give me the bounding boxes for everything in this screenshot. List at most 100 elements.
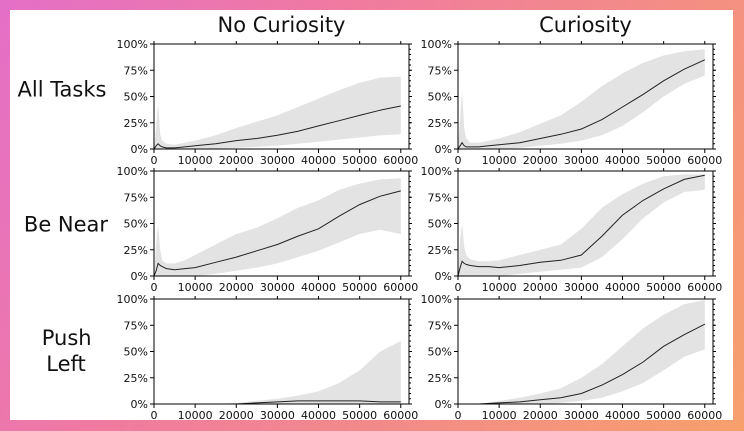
x-tick-label: 60000 — [383, 154, 418, 167]
x-tick-label: 20000 — [219, 409, 254, 420]
y-tick-label: 25% — [428, 117, 452, 130]
x-tick-label: 40000 — [605, 409, 640, 420]
y-tick-label: 100% — [421, 38, 452, 51]
x-tick-label: 50000 — [646, 154, 681, 167]
y-tick-label: 75% — [428, 191, 452, 204]
y-tick-label: 25% — [428, 372, 452, 385]
x-tick-label: 20000 — [523, 154, 558, 167]
y-tick-label: 0% — [435, 143, 452, 156]
x-tick-label: 10000 — [178, 281, 213, 294]
x-tick-label: 30000 — [564, 409, 599, 420]
y-tick-label: 100% — [421, 165, 452, 178]
x-tick-label: 10000 — [178, 409, 213, 420]
x-tick-label: 40000 — [605, 154, 640, 167]
confidence-band — [154, 76, 401, 149]
y-tick-label: 50% — [428, 91, 452, 104]
x-tick-label: 40000 — [301, 409, 336, 420]
x-tick-label: 0 — [455, 409, 462, 420]
mean-line — [457, 174, 705, 277]
mean-line — [153, 190, 401, 277]
x-tick-label: 20000 — [523, 281, 558, 294]
y-tick-label: 50% — [124, 218, 148, 231]
y-tick-label: 25% — [124, 372, 148, 385]
x-tick-label: 60000 — [687, 154, 722, 167]
y-tick-label: 75% — [428, 319, 452, 332]
y-tick-label: 25% — [428, 244, 452, 257]
y-tick-label: 0% — [131, 143, 148, 156]
x-tick-label: 50000 — [342, 281, 377, 294]
x-tick-label: 50000 — [342, 154, 377, 167]
y-tick-label: 50% — [124, 346, 148, 359]
x-tick-label: 30000 — [260, 281, 295, 294]
subplot-push-left-curiosity: 0% 25% 50% 75% 100% 0 10000 20000 30000 40000 5000… — [421, 293, 723, 420]
y-tick-label: 100% — [421, 293, 452, 306]
x-tick-label: 60000 — [383, 409, 418, 420]
column-title-no-curiosity: No Curiosity — [218, 13, 346, 37]
column-title-curiosity: Curiosity — [539, 13, 632, 37]
confidence-band — [154, 178, 401, 276]
confidence-band — [458, 174, 705, 276]
figure-svg: No Curiosity Curiosity All Tasks Be Near… — [18, 13, 723, 420]
x-tick-label: 0 — [151, 409, 158, 420]
x-tick-label: 20000 — [523, 409, 558, 420]
confidence-band — [154, 341, 401, 404]
x-tick-label: 10000 — [178, 154, 213, 167]
x-tick-label: 30000 — [260, 154, 295, 167]
x-tick-label: 20000 — [219, 154, 254, 167]
x-tick-label: 50000 — [646, 409, 681, 420]
row-label-all-tasks: All Tasks — [18, 78, 107, 102]
y-tick-label: 50% — [428, 218, 452, 231]
x-tick-label: 40000 — [301, 154, 336, 167]
row-label-push-left-line-2: Left — [46, 352, 86, 376]
x-tick-label: 40000 — [605, 281, 640, 294]
row-label-push-left-line-1: Push — [42, 326, 92, 350]
x-tick-label: 30000 — [260, 409, 295, 420]
row-label-be-near-line-1: Be Near — [24, 213, 108, 237]
y-tick-label: 0% — [131, 270, 148, 283]
y-tick-label: 0% — [435, 270, 452, 283]
subplot-grid: 0%25%50%75%100%0 10000 20000 30000 40000 5000… — [117, 38, 723, 420]
subplot-be-near-curiosity: 0% 25% 50% 75% 100% 0 10000 20000 30000 40000 5000… — [421, 165, 723, 294]
subplot-all-tasks-no-curiosity: 0% 25% 50% 75% 100% 0 10000 20000 30000 40000 5000… — [117, 38, 419, 167]
subplot-be-near-no-curiosity: 0% 25% 50% 75% 100% 0 10000 20000 30000 40000 5000… — [117, 165, 419, 294]
x-tick-label: 0 — [455, 281, 462, 294]
y-tick-label: 50% — [428, 346, 452, 359]
subplot-all-tasks-curiosity: 0% 25% 50% 75% 100% 0 10000 20000 30000 40000 5000… — [421, 38, 723, 167]
y-tick-label: 100% — [117, 165, 148, 178]
x-tick-label: 60000 — [687, 281, 722, 294]
mean-line — [458, 323, 706, 405]
y-tick-label: 100% — [117, 293, 148, 306]
x-tick-label: 60000 — [687, 409, 722, 420]
y-tick-label: 50% — [124, 91, 148, 104]
x-tick-label: 30000 — [564, 281, 599, 294]
y-tick-label: 75% — [124, 319, 148, 332]
y-tick-label: 0% — [131, 398, 148, 411]
confidence-band — [458, 300, 705, 404]
x-tick-label: 10000 — [482, 154, 517, 167]
x-tick-label: 40000 — [301, 281, 336, 294]
x-tick-label: 20000 — [219, 281, 254, 294]
row-label-push-left: Push Left — [42, 326, 99, 376]
y-tick-label: 75% — [428, 64, 452, 77]
x-tick-label: 0 — [151, 281, 158, 294]
confidence-band — [458, 49, 705, 149]
x-tick-label: 30000 — [564, 154, 599, 167]
y-tick-label: 25% — [124, 117, 148, 130]
y-tick-label: 25% — [124, 244, 148, 257]
row-label-be-near: Be Near — [24, 213, 108, 237]
x-tick-label: 0 — [455, 154, 462, 167]
x-tick-label: 50000 — [342, 409, 377, 420]
y-tick-label: 0% — [435, 398, 452, 411]
figure-panel: No Curiosity Curiosity All Tasks Be Near… — [10, 10, 733, 420]
x-tick-label: 10000 — [482, 281, 517, 294]
x-tick-label: 10000 — [482, 409, 517, 420]
x-tick-label: 60000 — [383, 281, 418, 294]
x-tick-label: 50000 — [646, 281, 681, 294]
y-tick-label: 75% — [124, 191, 148, 204]
subplot-push-left-no-curiosity: 0% 25% 50% 75% 100% 0 10000 20000 30000 40000 5000… — [117, 293, 419, 420]
row-label-all-tasks-line-1: All Tasks — [18, 78, 107, 102]
y-tick-label: 100% — [117, 38, 148, 51]
mean-line — [457, 59, 706, 150]
y-tick-label: 75% — [124, 64, 148, 77]
x-tick-label: 0 — [151, 154, 158, 167]
